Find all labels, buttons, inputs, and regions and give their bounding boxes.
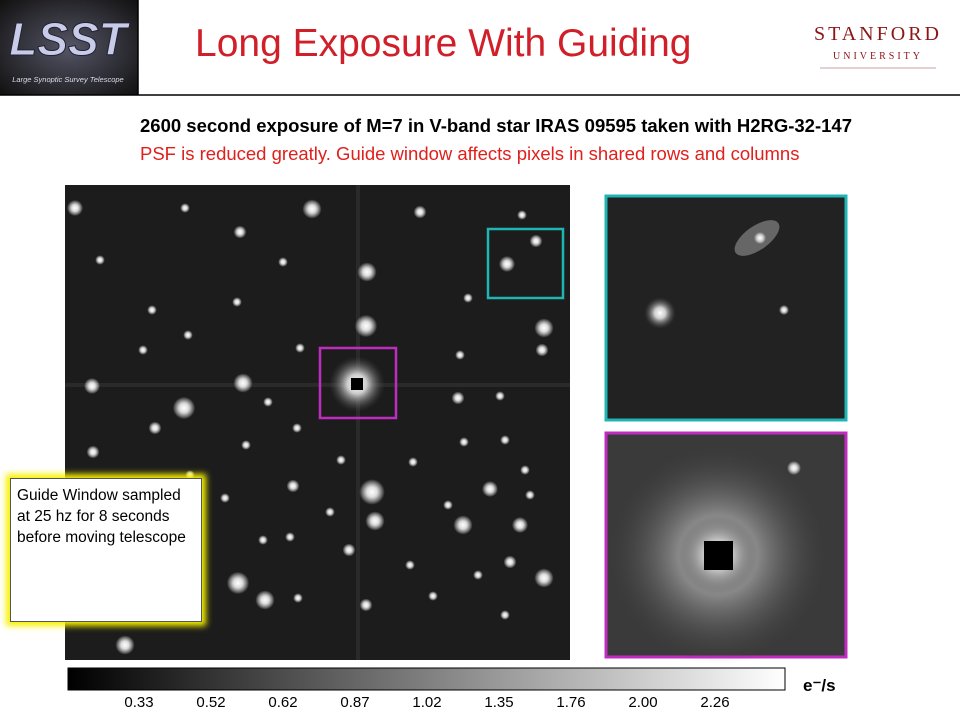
star <box>67 200 83 216</box>
star <box>95 255 105 265</box>
star <box>185 470 195 480</box>
star <box>463 293 473 303</box>
star <box>148 421 162 435</box>
colorbar-tick-label: 1.02 <box>412 694 442 711</box>
star <box>365 511 385 531</box>
colorbar <box>67 667 786 691</box>
star <box>459 437 469 447</box>
star <box>779 305 789 315</box>
star <box>451 391 465 405</box>
star <box>359 479 385 505</box>
colorbar-tick-label: 2.26 <box>700 694 730 711</box>
star <box>535 343 549 357</box>
star <box>499 256 515 272</box>
zoom-box-teal <box>486 227 565 300</box>
star <box>255 590 275 610</box>
star <box>233 225 247 239</box>
star <box>408 457 418 467</box>
colorbar-tick-label: 2.00 <box>628 694 658 711</box>
subtitle: PSF is reduced greatly. Guide window aff… <box>140 143 800 164</box>
star <box>359 598 373 612</box>
star <box>285 532 295 542</box>
star <box>183 330 193 340</box>
star <box>503 555 517 569</box>
star <box>473 570 483 580</box>
inset-teal <box>604 194 848 422</box>
star <box>428 591 438 601</box>
star <box>443 500 453 510</box>
star <box>115 635 135 655</box>
star <box>336 455 346 465</box>
star <box>147 305 157 315</box>
logo-left-caption: Large Synoptic Survey Telescope <box>12 75 123 84</box>
star <box>500 610 510 620</box>
star <box>520 465 530 475</box>
star <box>220 493 230 503</box>
logo-left: LSST <box>9 13 130 65</box>
star <box>241 440 251 450</box>
subtitle: 2600 second exposure of M=7 in V-band st… <box>140 115 852 136</box>
star <box>754 232 766 244</box>
star <box>534 568 554 588</box>
star <box>278 257 288 267</box>
star <box>787 461 801 475</box>
star <box>293 593 303 603</box>
title: Long Exposure With Guiding <box>195 22 692 65</box>
star <box>500 435 510 445</box>
star <box>644 297 676 329</box>
star <box>226 571 250 595</box>
star <box>233 373 253 393</box>
star <box>84 378 100 394</box>
star <box>286 479 300 493</box>
star <box>495 391 505 401</box>
star <box>482 481 498 497</box>
callout: Guide Window sampled at 25 hz for 8 seco… <box>10 478 202 622</box>
colorbar-tick-label: 0.33 <box>124 694 154 711</box>
star <box>512 517 528 533</box>
star <box>525 490 535 500</box>
star <box>180 203 190 213</box>
guide-window <box>704 541 733 570</box>
zoom-box-magenta <box>318 346 398 420</box>
colorbar-tick-label: 0.87 <box>340 694 370 711</box>
star <box>534 318 554 338</box>
star <box>405 560 415 570</box>
star <box>263 397 273 407</box>
star <box>517 210 527 220</box>
logo-right-sub: UNIVERSITY <box>833 51 923 62</box>
star <box>354 314 378 338</box>
star <box>453 515 473 535</box>
star <box>302 199 322 219</box>
star <box>413 205 427 219</box>
star <box>295 343 305 353</box>
logo-right: STANFORD <box>814 23 942 45</box>
star <box>455 350 465 360</box>
guide-window <box>351 378 363 390</box>
star <box>232 297 242 307</box>
colorbar-tick-label: 1.35 <box>484 694 514 711</box>
star <box>357 262 377 282</box>
colorbar-tick-label: 1.76 <box>556 694 586 711</box>
star <box>342 543 356 557</box>
star <box>172 396 196 420</box>
star <box>138 345 148 355</box>
colorbar-tick-label: 0.52 <box>196 694 226 711</box>
star <box>292 423 302 433</box>
star <box>529 234 543 248</box>
star <box>86 445 100 459</box>
star <box>325 507 335 517</box>
star <box>258 535 268 545</box>
colorbar-tick-label: 0.62 <box>268 694 298 711</box>
logo-left-bg <box>0 0 138 95</box>
colorbar-unit: e⁻/s <box>803 676 836 695</box>
